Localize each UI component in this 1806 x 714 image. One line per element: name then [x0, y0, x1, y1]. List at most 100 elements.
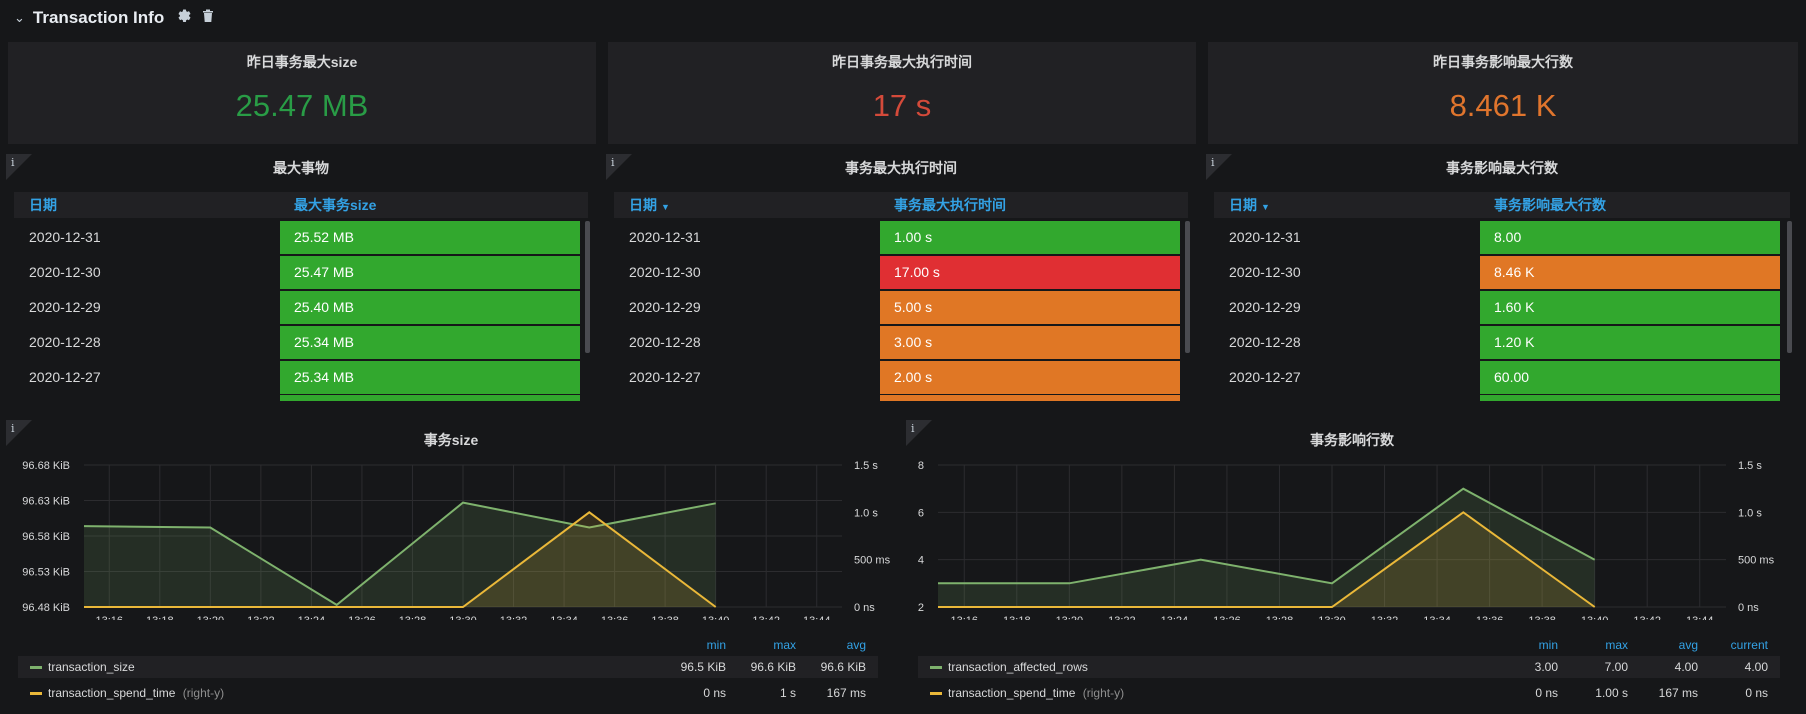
- legend-value: 4.00: [1744, 660, 1768, 674]
- info-icon[interactable]: i: [911, 422, 915, 435]
- table-header: 日期 最大事务size: [14, 192, 588, 218]
- x-tick-label: 13:34: [1423, 615, 1451, 620]
- table-row[interactable]: 2020-12-29 25.40 MB: [14, 290, 588, 325]
- stat-title: 昨日事务最大size: [246, 54, 358, 70]
- x-tick-label: 13:24: [1161, 615, 1189, 620]
- row-date: 2020-12-27: [629, 369, 701, 385]
- scrollbar[interactable]: [585, 221, 590, 353]
- series-line-transaction_spend_time[interactable]: [84, 511, 717, 608]
- row-date: 2020-12-30: [1229, 264, 1301, 280]
- table-title[interactable]: 事务影响最大行数: [1446, 160, 1558, 176]
- legend-header[interactable]: min: [706, 638, 726, 652]
- trash-icon[interactable]: [202, 9, 214, 28]
- info-corner: [6, 154, 32, 180]
- series-line-transaction_size[interactable]: [83, 501, 716, 607]
- legend-series-name: transaction_affected_rows: [948, 660, 1088, 674]
- row-date: 2020-12-31: [629, 229, 701, 245]
- info-corner: [606, 154, 632, 180]
- legend-header[interactable]: min: [1538, 638, 1558, 652]
- row-date: 2020-12-28: [1229, 334, 1301, 350]
- series-line-transaction_affected_rows[interactable]: [938, 487, 1596, 585]
- table-row[interactable]: 2020-12-29 5.00 s: [614, 290, 1188, 325]
- row-value-cell-partial: [280, 395, 580, 401]
- graph-title[interactable]: 事务size: [423, 432, 479, 448]
- x-tick-label: 13:32: [500, 615, 528, 620]
- legend-axis-suffix: (right-y): [1079, 686, 1125, 700]
- stat-panel[interactable]: 昨日事务影响最大行数 8.461 K: [1208, 42, 1798, 144]
- column-header-value[interactable]: 最大事务size: [294, 197, 377, 213]
- column-header-date[interactable]: 日期 ▼: [1229, 192, 1270, 218]
- legend-axis-suffix: (right-y): [179, 686, 225, 700]
- info-icon[interactable]: i: [1211, 156, 1215, 169]
- legend-header[interactable]: max: [1605, 638, 1628, 652]
- legend-header[interactable]: current: [1730, 638, 1768, 652]
- x-tick-label: 13:22: [1108, 615, 1136, 620]
- legend-row[interactable]: transaction_spend_time (right-y) 0 ns 1.00…: [918, 682, 1780, 704]
- table-row[interactable]: 2020-12-27 60.00: [1214, 360, 1790, 395]
- legend-swatch: [930, 666, 942, 669]
- chevron-down-icon[interactable]: ⌄: [14, 10, 25, 25]
- legend-header[interactable]: max: [773, 638, 796, 652]
- table-row[interactable]: 2020-12-31 8.00: [1214, 220, 1790, 255]
- info-icon[interactable]: i: [11, 422, 15, 435]
- table-row[interactable]: 2020-12-29 1.60 K: [1214, 290, 1790, 325]
- legend-row[interactable]: transaction_spend_time (right-y) 0 ns 1 s 1…: [18, 682, 878, 704]
- x-tick-label: 13:16: [96, 615, 124, 620]
- table-row[interactable]: 2020-12-31 25.52 MB: [14, 220, 588, 255]
- info-corner: [1206, 154, 1232, 180]
- row-value-cell: 5.00 s: [880, 291, 1180, 324]
- x-tick-label: 13:44: [803, 615, 831, 620]
- scrollbar[interactable]: [1185, 221, 1190, 353]
- scrollbar[interactable]: [1787, 221, 1792, 353]
- table-row[interactable]: 2020-12-31 1.00 s: [614, 220, 1188, 255]
- x-tick-label: 13:16: [951, 615, 979, 620]
- legend-value: 0 ns: [1535, 686, 1558, 700]
- row-date: 2020-12-31: [29, 229, 101, 245]
- column-header-value[interactable]: 事务最大执行时间: [894, 197, 1006, 213]
- gear-icon[interactable]: [176, 8, 192, 29]
- legend-series-label: transaction_spend_time: [948, 686, 1076, 700]
- table-row[interactable]: 2020-12-27 25.34 MB: [14, 360, 588, 395]
- stat-panel[interactable]: 昨日事务最大size 25.47 MB: [8, 42, 596, 144]
- stat-value: 17 s: [872, 88, 932, 123]
- stat-panel[interactable]: 昨日事务最大执行时间 17 s: [608, 42, 1196, 144]
- legend-series-name: transaction_size: [48, 660, 135, 674]
- sort-down-icon: ▼: [1261, 202, 1270, 212]
- graph-svg[interactable]: 96.48 KiB 96.53 KiB 96.58 KiB 96.63 KiB 96.6…: [6, 420, 896, 620]
- table-row[interactable]: 2020-12-27 2.00 s: [614, 360, 1188, 395]
- row-date: 2020-12-30: [29, 264, 101, 280]
- info-icon[interactable]: i: [611, 156, 615, 169]
- table-row[interactable]: 2020-12-28 25.34 MB: [14, 325, 588, 360]
- graph-title[interactable]: 事务影响行数: [1310, 432, 1394, 448]
- table-title[interactable]: 事务最大执行时间: [845, 160, 957, 176]
- table-title[interactable]: 最大事物: [273, 160, 329, 176]
- row-date: 2020-12-30: [629, 264, 701, 280]
- x-tick-label: 13:24: [298, 615, 326, 620]
- table-row[interactable]: 2020-12-30 17.00 s: [614, 255, 1188, 290]
- table-row[interactable]: 2020-12-28 3.00 s: [614, 325, 1188, 360]
- y-left-tick-label: 4: [918, 555, 924, 567]
- x-tick-label: 13:40: [1581, 615, 1609, 620]
- y-left-tick-label: 96.53 KiB: [22, 567, 70, 579]
- legend-row[interactable]: transaction_affected_rows 3.00 7.00 4.00 4.0…: [918, 656, 1780, 678]
- column-header-value[interactable]: 事务影响最大行数: [1494, 197, 1606, 213]
- legend-series-name: transaction_spend_time (right-y): [48, 686, 224, 700]
- y-left-tick-label: 96.68 KiB: [22, 460, 70, 472]
- table-row[interactable]: 2020-12-28 1.20 K: [1214, 325, 1790, 360]
- row-title[interactable]: Transaction Info: [32, 8, 165, 27]
- table-row[interactable]: 2020-12-30 8.46 K: [1214, 255, 1790, 290]
- stat-title: 昨日事务影响最大行数: [1433, 54, 1573, 70]
- legend-value: 4.00: [1674, 660, 1698, 674]
- column-header-date[interactable]: 日期: [29, 192, 57, 218]
- y-right-tick-label: 1.5 s: [854, 460, 878, 472]
- table-row[interactable]: 2020-12-30 25.47 MB: [14, 255, 588, 290]
- table-panel: i 最大事物 日期 最大事务size 2020-12-31 25.52 MB 2020-12…: [6, 154, 596, 402]
- legend-header[interactable]: avg: [846, 638, 866, 652]
- series-line-transaction_spend_time[interactable]: [938, 511, 1596, 608]
- graph-svg[interactable]: 2 4 6 8 0 ns 500 ms 1.0 s 1.5 s 13:16 13:18 13:20 1…: [906, 420, 1798, 620]
- legend-header[interactable]: avg: [1678, 638, 1698, 652]
- column-header-date[interactable]: 日期 ▼: [629, 192, 670, 218]
- info-icon[interactable]: i: [11, 156, 15, 169]
- y-right-tick-label: 500 ms: [1738, 555, 1775, 567]
- legend-row[interactable]: transaction_size 96.5 KiB 96.6 KiB 96.6 KiB: [18, 656, 878, 678]
